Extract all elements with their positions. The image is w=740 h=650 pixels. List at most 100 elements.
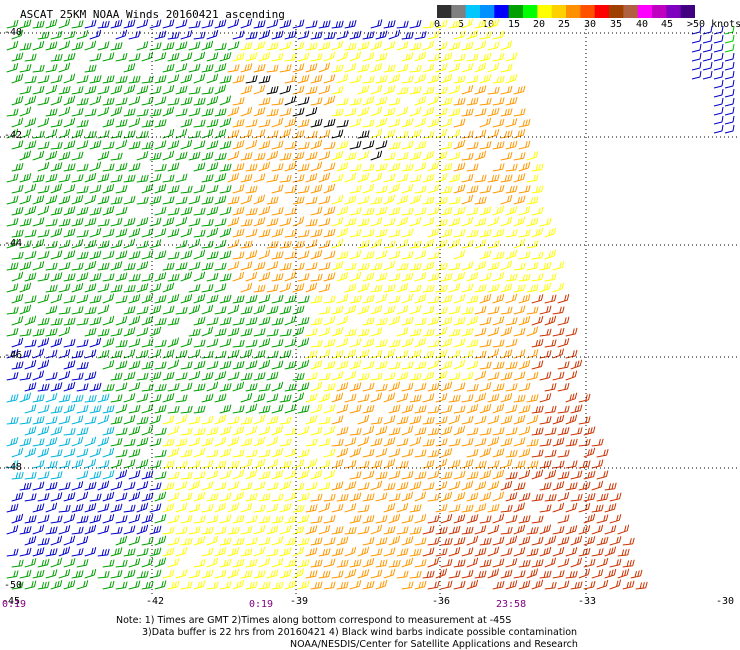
wind-barb: [110, 327, 123, 337]
wind-barb: [97, 349, 110, 359]
wind-barb: [292, 392, 305, 403]
wind-barb: [19, 150, 32, 161]
wind-barb: [32, 328, 45, 337]
wind-barb: [245, 360, 258, 370]
wind-barb: [162, 415, 175, 425]
wind-barb: [466, 229, 479, 238]
wind-barb: [466, 29, 479, 40]
wind-barb: [188, 437, 201, 447]
wind-barb: [344, 195, 357, 205]
wind-barb: [513, 546, 526, 557]
wind-barb: [318, 217, 331, 227]
wind-barb: [401, 207, 414, 216]
wind-barb: [427, 581, 440, 590]
wind-barb: [167, 425, 180, 436]
wind-barb: [336, 559, 349, 568]
wind-barb: [414, 559, 427, 568]
wind-barb: [271, 163, 284, 172]
wind-barb: [71, 20, 84, 29]
wind-barb: [440, 185, 453, 194]
wind-barb: [305, 20, 318, 29]
wind-barb: [310, 74, 323, 84]
wind-barb: [500, 458, 513, 469]
wind-barb: [357, 106, 370, 117]
wind-barb: [232, 228, 245, 238]
wind-barb: [539, 393, 552, 403]
lon-label-30: -30: [716, 596, 735, 607]
wind-barb: [292, 568, 305, 579]
wind-barb: [37, 31, 50, 40]
wind-barb: [58, 86, 71, 95]
wind-barb: [479, 31, 492, 40]
wind-barb: [500, 326, 513, 337]
wind-barb: [578, 481, 591, 491]
wind-barb: [24, 75, 37, 84]
wind-barb: [349, 382, 362, 392]
wind-barb: [154, 339, 167, 348]
wind-barb: [24, 359, 37, 370]
wind-barb: [362, 140, 375, 150]
wind-barb: [58, 460, 71, 469]
wind-barb: [50, 557, 63, 568]
wind-barb: [331, 173, 344, 183]
wind-barb: [271, 536, 284, 546]
wind-barb: [310, 273, 323, 282]
wind-barb: [219, 316, 232, 326]
wind-barb: [474, 174, 487, 183]
wind-barb: [19, 194, 32, 205]
wind-barb: [531, 536, 544, 546]
wind-barb: [336, 73, 349, 84]
wind-barb: [219, 163, 232, 172]
wind-barb: [240, 306, 253, 315]
wind-barb: [336, 382, 349, 392]
wind-barb: [344, 370, 357, 381]
wind-barb: [505, 140, 518, 150]
wind-barb: [591, 524, 604, 535]
wind-barb: [141, 383, 154, 392]
wind-barb: [318, 151, 331, 161]
wind-barb: [305, 481, 318, 491]
wind-barb: [427, 118, 440, 128]
wind-barb: [115, 139, 128, 150]
wind-barb: [6, 503, 19, 513]
wind-barb: [149, 459, 162, 469]
wind-barb: [115, 119, 128, 128]
wind-barb: [63, 558, 76, 568]
wind-barb: [357, 130, 370, 139]
wind-barb: [6, 62, 19, 73]
wind-barb: [123, 414, 136, 425]
wind-barb: [310, 97, 323, 106]
wind-barb: [154, 383, 167, 392]
wind-barb: [11, 206, 24, 216]
wind-barb: [565, 525, 578, 535]
wind-barb: [427, 557, 440, 568]
wind-barb: [227, 436, 240, 447]
wind-barb: [258, 271, 271, 282]
wind-barb: [297, 448, 310, 458]
wind-barb: [492, 580, 505, 590]
wind-barb: [500, 437, 513, 447]
wind-barb: [71, 481, 84, 491]
colorbar-label-0: 0: [434, 19, 441, 30]
wind-barb: [37, 96, 50, 106]
wind-barb: [331, 350, 344, 359]
wind-barb: [479, 361, 492, 370]
wind-barb: [310, 139, 323, 150]
wind-barb: [180, 581, 193, 590]
wind-barb: [206, 449, 219, 458]
wind-barb: [362, 163, 375, 172]
wind-barb: [297, 52, 310, 62]
wind-barb: [76, 427, 89, 436]
wind-barb: [349, 228, 362, 238]
wind-barb: [24, 229, 37, 238]
wind-barb: [349, 471, 362, 480]
wind-barb: [6, 262, 19, 271]
wind-barb: [110, 106, 123, 117]
wind-barb: [175, 438, 188, 447]
wind-barb: [487, 436, 500, 447]
lat-label-40: -40: [4, 27, 23, 38]
wind-barb: [97, 173, 110, 183]
wind-barb: [505, 492, 518, 502]
wind-barb: [50, 250, 63, 260]
